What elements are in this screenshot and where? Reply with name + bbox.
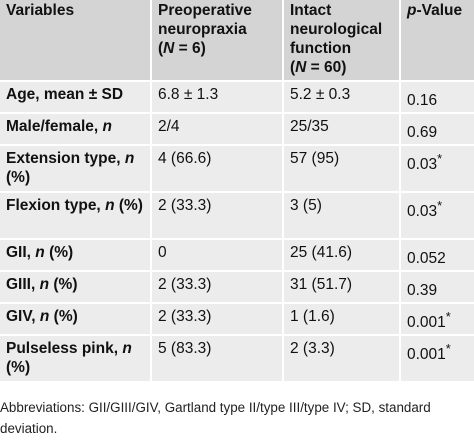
row-variable: GIII, n (%) bbox=[0, 271, 152, 304]
row-variable: Age, mean ± SD bbox=[0, 81, 152, 114]
header-intact-neurological-function: Intact neurological function (N = 60) bbox=[283, 0, 401, 82]
row-preoperative-value: 2 (33.3) bbox=[151, 303, 284, 336]
table-row: Male/female, n 2/4 25/35 0.69 bbox=[0, 113, 474, 146]
row-preoperative-value: 2/4 bbox=[151, 113, 284, 146]
row-intact-value: 2 (3.3) bbox=[283, 335, 401, 383]
table-header-row: Variables Preoperative neuropraxia (N = … bbox=[0, 0, 474, 82]
row-variable: Pulseless pink, n (%) bbox=[0, 335, 152, 383]
row-intact-value: 25 (41.6) bbox=[283, 239, 401, 272]
header-preoperative-label: Preoperative neuropraxia bbox=[158, 2, 252, 38]
header-intact-label: Intact neurological function bbox=[290, 2, 383, 57]
row-variable: GIV, n (%) bbox=[0, 303, 152, 336]
header-p-italic: p bbox=[407, 2, 417, 19]
row-p-value: 0.69 bbox=[400, 113, 474, 146]
row-variable: Flexion type, n (%) bbox=[0, 192, 152, 240]
table-row: Age, mean ± SD 6.8 ± 1.3 5.2 ± 0.3 0.16 bbox=[0, 81, 474, 114]
row-intact-value: 1 (1.6) bbox=[283, 303, 401, 336]
comparison-table: Variables Preoperative neuropraxia (N = … bbox=[0, 0, 474, 383]
table-row: Flexion type, n (%) 2 (33.3) 3 (5) 0.03* bbox=[0, 192, 474, 240]
header-variables-label: Variables bbox=[6, 2, 75, 19]
row-intact-value: 57 (95) bbox=[283, 145, 401, 193]
row-p-value: 0.001* bbox=[400, 335, 474, 383]
table-row: GII, n (%) 0 25 (41.6) 0.052 bbox=[0, 239, 474, 272]
row-p-value: 0.03* bbox=[400, 145, 474, 193]
table-footnote: Abbreviations: GII/GIII/GIV, Gartland ty… bbox=[0, 400, 431, 436]
row-preoperative-value: 6.8 ± 1.3 bbox=[151, 81, 284, 114]
header-p-value: p-Value bbox=[400, 0, 474, 82]
row-intact-value: 3 (5) bbox=[283, 192, 401, 240]
row-preoperative-value: 2 (33.3) bbox=[151, 271, 284, 304]
header-preoperative-neuropraxia: Preoperative neuropraxia (N = 6) bbox=[151, 0, 284, 82]
row-p-value: 0.39 bbox=[400, 271, 474, 304]
table-row: GIII, n (%) 2 (33.3) 31 (51.7) 0.39 bbox=[0, 271, 474, 304]
row-p-value: 0.16 bbox=[400, 81, 474, 114]
table-row: GIV, n (%) 2 (33.3) 1 (1.6) 0.001* bbox=[0, 303, 474, 336]
header-preoperative-n: N = 6 bbox=[163, 40, 201, 57]
header-intact-n: N = 60 bbox=[295, 59, 342, 76]
row-preoperative-value: 2 (33.3) bbox=[151, 192, 284, 240]
row-intact-value: 5.2 ± 0.3 bbox=[283, 81, 401, 114]
row-p-value: 0.03* bbox=[400, 192, 474, 240]
row-p-value: 0.052 bbox=[400, 239, 474, 272]
row-variable: Extension type, n (%) bbox=[0, 145, 152, 193]
row-variable: GII, n (%) bbox=[0, 239, 152, 272]
header-variables: Variables bbox=[0, 0, 152, 82]
header-p-rest: -Value bbox=[416, 2, 463, 19]
row-preoperative-value: 5 (83.3) bbox=[151, 335, 284, 383]
row-preoperative-value: 0 bbox=[151, 239, 284, 272]
table-row: Pulseless pink, n (%) 5 (83.3) 2 (3.3) 0… bbox=[0, 335, 474, 383]
row-preoperative-value: 4 (66.6) bbox=[151, 145, 284, 193]
row-intact-value: 31 (51.7) bbox=[283, 271, 401, 304]
row-intact-value: 25/35 bbox=[283, 113, 401, 146]
table-row: Extension type, n (%) 4 (66.6) 57 (95) 0… bbox=[0, 145, 474, 193]
row-p-value: 0.001* bbox=[400, 303, 474, 336]
row-variable: Male/female, n bbox=[0, 113, 152, 146]
